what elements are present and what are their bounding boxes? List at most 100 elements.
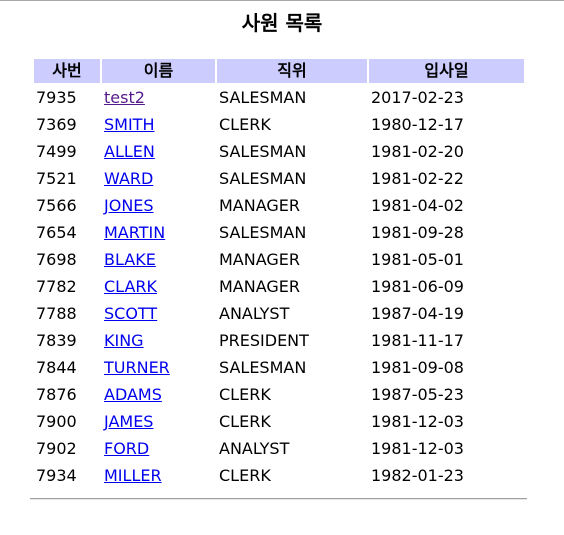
job-cell: ANALYST	[219, 439, 290, 458]
ename-cell: BLAKE	[102, 247, 215, 272]
table-row: 7934 MILLER CLERK 1982-01-23	[34, 463, 524, 488]
hiredate-cell: 1981-02-22	[371, 169, 464, 188]
employee-name-link[interactable]: CLARK	[104, 277, 158, 296]
employee-name-link[interactable]: MILLER	[104, 466, 162, 485]
hiredate-cell: 2017-02-23	[371, 88, 464, 107]
employee-name-link[interactable]: ALLEN	[104, 142, 155, 161]
job-cell: SALESMAN	[219, 88, 307, 107]
job-cell: ANALYST	[219, 304, 290, 323]
hiredate-cell: 1981-02-20	[371, 142, 464, 161]
table-row: 7788 SCOTT ANALYST 1987-04-19	[34, 301, 524, 326]
job-cell: MANAGER	[219, 277, 301, 296]
ename-cell: MILLER	[102, 463, 215, 488]
header-hiredate: 입사일	[369, 59, 524, 83]
bottom-divider	[30, 498, 527, 500]
header-ename: 이름	[102, 59, 215, 83]
hiredate-cell: 1981-12-03	[371, 412, 464, 431]
employee-name-link[interactable]: ADAMS	[104, 385, 162, 404]
ename-cell: WARD	[102, 166, 215, 191]
job-cell: CLERK	[219, 115, 271, 134]
job-cell: PRESIDENT	[219, 331, 309, 350]
ename-cell: KING	[102, 328, 215, 353]
empno-cell: 7698	[36, 250, 77, 269]
table-row: 7566 JONES MANAGER 1981-04-02	[34, 193, 524, 218]
top-divider	[0, 0, 564, 1]
ename-cell: FORD	[102, 436, 215, 461]
employee-name-link[interactable]: MARTIN	[104, 223, 166, 242]
employee-name-link[interactable]: SCOTT	[104, 304, 158, 323]
hiredate-cell: 1980-12-17	[371, 115, 464, 134]
job-cell: CLERK	[219, 466, 271, 485]
hiredate-cell: 1981-05-01	[371, 250, 464, 269]
ename-cell: JONES	[102, 193, 215, 218]
ename-cell: ALLEN	[102, 139, 215, 164]
table-row: 7654 MARTIN SALESMAN 1981-09-28	[34, 220, 524, 245]
employee-name-link[interactable]: TURNER	[104, 358, 170, 377]
empno-cell: 7521	[36, 169, 77, 188]
table-body: 7935 test2 SALESMAN 2017-02-23 7369 SMIT…	[34, 85, 524, 488]
table-row: 7902 FORD ANALYST 1981-12-03	[34, 436, 524, 461]
employee-name-link[interactable]: BLAKE	[104, 250, 156, 269]
header-job: 직위	[217, 59, 367, 83]
job-cell: SALESMAN	[219, 142, 307, 161]
employee-name-link[interactable]: KING	[104, 331, 144, 350]
empno-cell: 7782	[36, 277, 77, 296]
employee-name-link[interactable]: test2	[104, 88, 145, 107]
employee-name-link[interactable]: FORD	[104, 439, 150, 458]
hiredate-cell: 1987-05-23	[371, 385, 464, 404]
job-cell: SALESMAN	[219, 223, 307, 242]
empno-cell: 7788	[36, 304, 77, 323]
table-row: 7369 SMITH CLERK 1980-12-17	[34, 112, 524, 137]
empno-cell: 7369	[36, 115, 77, 134]
empno-cell: 7499	[36, 142, 77, 161]
empno-cell: 7935	[36, 88, 77, 107]
ename-cell: ADAMS	[102, 382, 215, 407]
table-header-row: 사번 이름 직위 입사일	[34, 59, 524, 83]
table-row: 7900 JAMES CLERK 1981-12-03	[34, 409, 524, 434]
ename-cell: MARTIN	[102, 220, 215, 245]
ename-cell: SMITH	[102, 112, 215, 137]
empno-cell: 7839	[36, 331, 77, 350]
table-row: 7935 test2 SALESMAN 2017-02-23	[34, 85, 524, 110]
table-row: 7782 CLARK MANAGER 1981-06-09	[34, 274, 524, 299]
ename-cell: JAMES	[102, 409, 215, 434]
employee-table: 사번 이름 직위 입사일 7935 test2 SALESMAN 2017-02…	[32, 57, 526, 490]
empno-cell: 7934	[36, 466, 77, 485]
job-cell: MANAGER	[219, 250, 301, 269]
table-row: 7844 TURNER SALESMAN 1981-09-08	[34, 355, 524, 380]
empno-cell: 7876	[36, 385, 77, 404]
table-row: 7876 ADAMS CLERK 1987-05-23	[34, 382, 524, 407]
empno-cell: 7844	[36, 358, 77, 377]
page-title: 사원 목록	[241, 11, 323, 35]
job-cell: SALESMAN	[219, 169, 307, 188]
employee-name-link[interactable]: SMITH	[104, 115, 155, 134]
hiredate-cell: 1987-04-19	[371, 304, 464, 323]
table-row: 7521 WARD SALESMAN 1981-02-22	[34, 166, 524, 191]
hiredate-cell: 1981-09-08	[371, 358, 464, 377]
table-row: 7698 BLAKE MANAGER 1981-05-01	[34, 247, 524, 272]
table-row: 7499 ALLEN SALESMAN 1981-02-20	[34, 139, 524, 164]
employee-name-link[interactable]: JAMES	[104, 412, 154, 431]
employee-name-link[interactable]: WARD	[104, 169, 154, 188]
empno-cell: 7654	[36, 223, 77, 242]
job-cell: MANAGER	[219, 196, 301, 215]
ename-cell: test2	[102, 85, 215, 110]
ename-cell: TURNER	[102, 355, 215, 380]
hiredate-cell: 1981-11-17	[371, 331, 464, 350]
employee-name-link[interactable]: JONES	[104, 196, 154, 215]
empno-cell: 7900	[36, 412, 77, 431]
hiredate-cell: 1981-12-03	[371, 439, 464, 458]
header-empno: 사번	[34, 59, 100, 83]
hiredate-cell: 1981-09-28	[371, 223, 464, 242]
table-row: 7839 KING PRESIDENT 1981-11-17	[34, 328, 524, 353]
ename-cell: CLARK	[102, 274, 215, 299]
job-cell: CLERK	[219, 385, 271, 404]
hiredate-cell: 1981-04-02	[371, 196, 464, 215]
ename-cell: SCOTT	[102, 301, 215, 326]
empno-cell: 7902	[36, 439, 77, 458]
job-cell: CLERK	[219, 412, 271, 431]
hiredate-cell: 1982-01-23	[371, 466, 464, 485]
empno-cell: 7566	[36, 196, 77, 215]
job-cell: SALESMAN	[219, 358, 307, 377]
hiredate-cell: 1981-06-09	[371, 277, 464, 296]
